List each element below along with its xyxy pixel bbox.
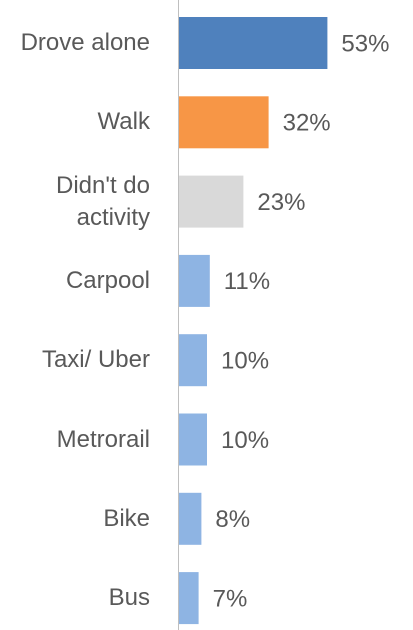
- bar: [179, 254, 210, 307]
- bar: [179, 175, 244, 228]
- bar: [179, 572, 199, 625]
- data-label: 8%: [215, 506, 250, 533]
- category-label: Bus: [108, 584, 150, 612]
- category-label: Carpool: [65, 266, 150, 294]
- data-label: 23%: [257, 189, 305, 216]
- data-label: 53%: [341, 30, 389, 57]
- bar: [179, 17, 328, 69]
- category-label: Drove alone: [20, 29, 150, 56]
- category-label: Walk: [97, 108, 150, 136]
- data-label: 32%: [283, 110, 331, 137]
- category-label: Didn't do activity: [56, 171, 150, 231]
- category-label: Metrorail: [56, 425, 150, 453]
- data-label: 10%: [221, 427, 269, 454]
- data-label: 10%: [221, 348, 269, 375]
- bar: [179, 492, 202, 545]
- data-label: 11%: [224, 268, 270, 295]
- bar: [179, 413, 207, 466]
- data-label: 7%: [213, 585, 248, 612]
- bar: [179, 96, 269, 149]
- bar: [179, 334, 207, 387]
- category-label: Bike: [103, 504, 150, 532]
- category-label: Taxi/ Uber: [41, 346, 150, 374]
